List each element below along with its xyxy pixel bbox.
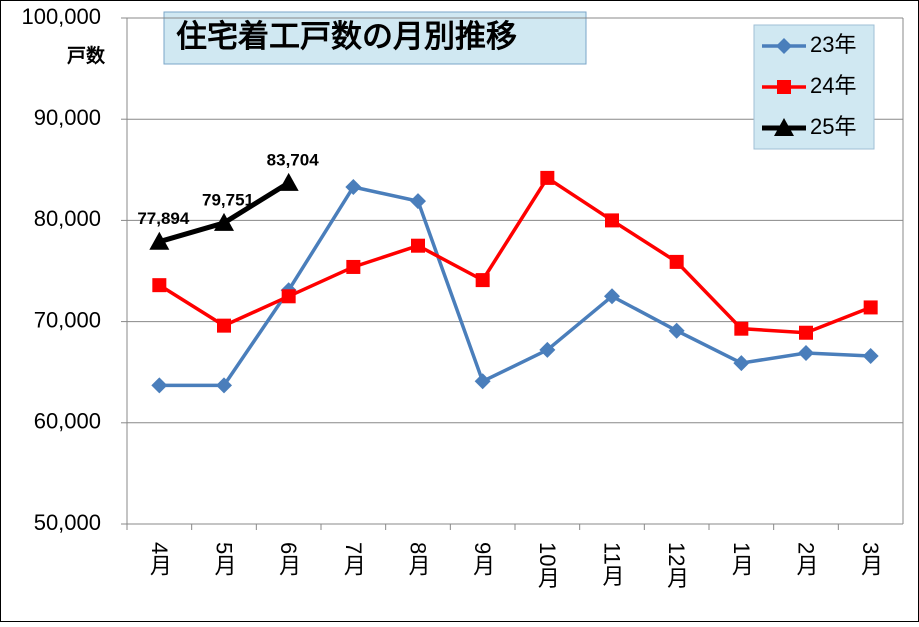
marker (149, 231, 170, 250)
marker (540, 170, 555, 185)
marker (605, 213, 619, 228)
marker (151, 377, 168, 394)
marker (733, 355, 750, 372)
marker (799, 325, 813, 340)
marker (411, 238, 425, 253)
marker (539, 341, 556, 358)
x-tick-label: 4月 (147, 542, 172, 577)
marker (410, 193, 426, 210)
data-label: 79,751 (202, 190, 254, 209)
marker (604, 288, 620, 305)
series-line (158, 175, 872, 335)
x-tick-label: 5月 (212, 542, 237, 577)
data-label: 83,704 (267, 150, 320, 169)
marker (345, 179, 362, 196)
marker (281, 289, 296, 304)
legend-label: 25年 (810, 114, 856, 139)
marker (798, 344, 814, 361)
marker (669, 254, 684, 269)
marker (474, 373, 491, 390)
marker (862, 348, 879, 365)
y-axis-label: 戸数 (67, 44, 106, 67)
marker (217, 318, 231, 333)
y-tick-label: 90,000 (34, 105, 101, 130)
data-label: 77,894 (137, 209, 190, 228)
x-tick-label: 8月 (406, 542, 431, 577)
marker (346, 259, 361, 274)
x-tick-label: 1月 (729, 542, 754, 577)
series-line (159, 185, 871, 388)
legend-marker (777, 80, 791, 94)
marker (152, 278, 167, 293)
x-tick-label: 12月 (664, 542, 689, 589)
x-tick-label: 2月 (794, 542, 819, 577)
x-tick-label: 3月 (858, 542, 883, 577)
marker (278, 172, 299, 191)
legend-marker (774, 118, 794, 136)
marker (863, 300, 878, 315)
legend-label: 23年 (810, 32, 856, 57)
marker (668, 322, 685, 339)
marker (214, 212, 234, 231)
y-tick-label: 100,000 (21, 4, 101, 29)
marker (734, 321, 749, 336)
x-tick-label: 10月 (535, 542, 560, 589)
x-tick-label: 7月 (341, 542, 366, 577)
legend-marker (776, 38, 792, 54)
title-box (163, 11, 587, 65)
y-tick-label: 50,000 (34, 510, 101, 535)
chart-title: 住宅着工戸数の月別推移 (176, 19, 517, 54)
legend-label: 24年 (810, 73, 856, 98)
marker (216, 377, 232, 394)
y-tick-label: 80,000 (34, 206, 101, 231)
x-tick-label: 9月 (470, 542, 495, 577)
y-tick-label: 60,000 (34, 409, 101, 434)
x-tick-label: 6月 (276, 542, 301, 577)
y-tick-label: 70,000 (34, 307, 101, 332)
marker (475, 273, 490, 288)
x-tick-label: 11月 (600, 542, 625, 587)
